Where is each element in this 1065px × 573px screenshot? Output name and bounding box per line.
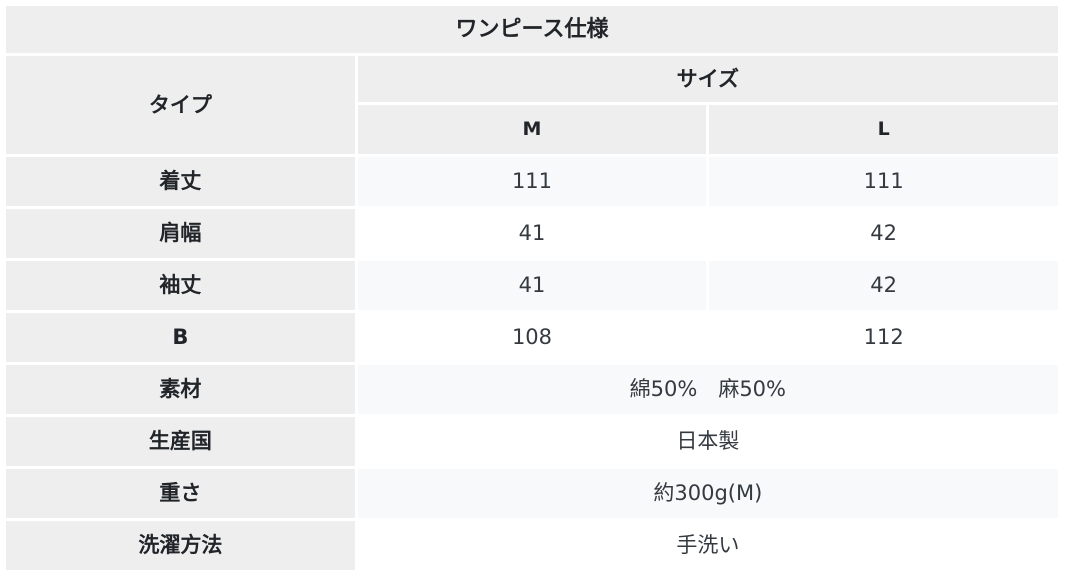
row-value-m: 41 bbox=[357, 261, 707, 310]
column-header-type: タイプ bbox=[6, 56, 355, 154]
table-row: 素材 綿50% 麻50% bbox=[6, 365, 1058, 414]
table-row: 袖丈 41 42 bbox=[6, 261, 1058, 310]
row-value-m: 111 bbox=[357, 157, 707, 206]
row-label: B bbox=[6, 313, 355, 362]
row-value-span: 綿50% 麻50% bbox=[357, 365, 1058, 414]
row-label: 生産国 bbox=[6, 417, 355, 466]
row-value-span: 日本製 bbox=[357, 417, 1058, 466]
row-value-m: 108 bbox=[357, 313, 707, 362]
row-label: 重さ bbox=[6, 469, 355, 518]
table-row: 肩幅 41 42 bbox=[6, 209, 1058, 258]
table-row: 洗濯方法 手洗い bbox=[6, 521, 1058, 570]
row-value-l: 42 bbox=[709, 261, 1058, 310]
column-header-size: サイズ bbox=[357, 56, 1058, 102]
row-label: 洗濯方法 bbox=[6, 521, 355, 570]
table-row: B 108 112 bbox=[6, 313, 1058, 362]
column-header-size-m: M bbox=[357, 105, 707, 154]
product-spec-table: ワンピース仕様 タイプ サイズ M L 着丈 111 111 肩幅 41 42 bbox=[3, 3, 1061, 573]
row-label: 素材 bbox=[6, 365, 355, 414]
header-row-primary: タイプ サイズ bbox=[6, 56, 1058, 154]
row-label: 着丈 bbox=[6, 157, 355, 206]
row-value-span: 手洗い bbox=[357, 521, 1058, 570]
table-row: 着丈 111 111 bbox=[6, 157, 1058, 206]
table-title: ワンピース仕様 bbox=[6, 6, 1058, 53]
table-row: 生産国 日本製 bbox=[6, 417, 1058, 466]
column-header-size-l: L bbox=[709, 105, 1058, 154]
header-row-sub: M L bbox=[6, 105, 1058, 154]
spec-table-body: ワンピース仕様 タイプ サイズ M L 着丈 111 111 肩幅 41 42 bbox=[6, 6, 1058, 570]
title-row: ワンピース仕様 bbox=[6, 6, 1058, 53]
row-value-l: 42 bbox=[709, 209, 1058, 258]
row-label: 袖丈 bbox=[6, 261, 355, 310]
row-value-l: 111 bbox=[709, 157, 1058, 206]
table-row: 重さ 約300g(M) bbox=[6, 469, 1058, 518]
row-value-l: 112 bbox=[709, 313, 1058, 362]
row-value-m: 41 bbox=[357, 209, 707, 258]
row-label: 肩幅 bbox=[6, 209, 355, 258]
row-value-span: 約300g(M) bbox=[357, 469, 1058, 518]
